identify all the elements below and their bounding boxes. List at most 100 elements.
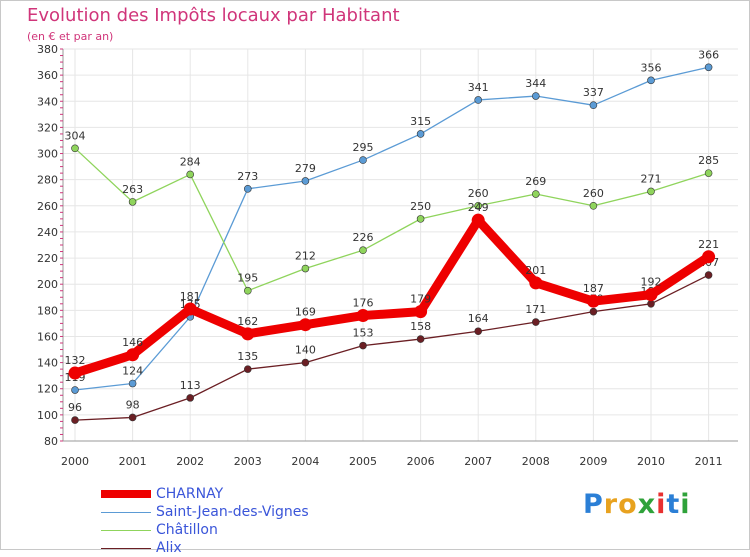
data-label: 284 [180,155,201,168]
x-tick-label: 2003 [234,455,262,468]
data-point [128,413,137,422]
data-point [704,169,713,177]
x-tick-label: 2004 [291,455,319,468]
data-label: 124 [122,365,143,378]
legend-swatch [101,529,151,531]
data-label: 187 [583,282,604,295]
series-line-alix [74,274,710,421]
x-tick-label: 2002 [176,455,204,468]
y-tick-label: 280 [37,174,58,187]
data-point [474,327,483,336]
y-tick-label: 260 [37,200,58,213]
x-tick-label: 2005 [349,455,377,468]
data-point [647,76,655,85]
data-label: 158 [410,320,431,333]
data-label: 269 [525,175,546,188]
data-label: 356 [641,61,662,74]
x-tick-label: 2009 [579,455,607,468]
data-point [183,302,197,316]
y-tick-label: 340 [37,95,58,108]
data-point [704,271,713,279]
y-tick-label: 220 [37,252,58,265]
data-point [647,187,655,196]
data-label: 162 [237,315,258,328]
logo-letter: o [618,489,638,520]
data-point [71,386,79,394]
data-point [416,335,425,343]
y-tick-label: 160 [37,330,58,343]
x-tick-label: 2007 [464,455,492,468]
data-label: 271 [641,172,662,185]
data-label: 260 [468,187,489,200]
x-tick-label: 2000 [61,455,89,468]
legend-label: Alix [156,540,182,556]
data-point [474,96,483,104]
data-label: 221 [698,238,719,251]
x-tick-label: 2008 [522,455,550,468]
y-tick-label: 380 [37,43,58,56]
data-point [71,144,79,153]
data-label: 201 [525,264,546,277]
data-label: 140 [295,344,316,357]
data-point [531,318,540,326]
data-point [471,213,485,227]
data-point [589,307,598,316]
data-point [128,198,137,206]
data-label: 263 [122,183,143,196]
y-tick-label: 80 [44,435,58,448]
data-point [128,379,137,388]
data-label: 285 [698,154,719,167]
x-tick-label: 2006 [407,455,435,468]
data-label: 171 [525,303,546,316]
proxiti-logo: Proxiti [583,489,691,520]
legend-label: CHARNAY [156,486,224,502]
data-point [586,294,600,308]
data-label: 341 [468,81,489,94]
data-label: 164 [468,312,489,325]
data-point [704,63,713,72]
y-tick-label: 180 [37,304,58,317]
data-label: 181 [180,290,201,303]
logo-letter: i [680,489,691,520]
data-point [298,318,312,332]
data-point [416,130,425,138]
y-tick-label: 200 [37,278,58,291]
data-point [186,170,194,179]
data-label: 295 [353,141,374,154]
data-label: 273 [237,170,258,183]
y-tick-label: 120 [37,383,58,396]
chart-title: Evolution des Impôts locaux par Habitant [27,5,400,26]
data-label: 249 [468,201,489,214]
data-label: 315 [410,115,431,128]
chart-subtitle: (en € et par an) [27,30,114,43]
data-label: 146 [122,336,143,349]
x-tick-label: 2010 [637,455,665,468]
y-tick-label: 360 [37,69,58,82]
legend-label: Châtillon [156,522,218,538]
data-point [359,246,367,255]
line-chart: 80 100 120 140 160 180 200 220 240 260 280 300 320 34… [37,43,738,468]
data-point [241,327,255,341]
data-point [414,305,428,319]
x-tick-label: 2011 [695,455,723,468]
data-point [647,299,655,308]
y-tick-label: 300 [37,148,58,161]
data-point [244,185,252,193]
data-label: 226 [353,231,374,244]
y-tick-label: 140 [37,357,58,370]
data-label: 279 [295,162,316,175]
data-label: 135 [237,350,258,363]
logo-letter: P [583,489,604,520]
y-tick-label: 100 [37,409,58,422]
legend-label: Saint-Jean-des-Vignes [156,504,309,520]
data-point [301,177,310,185]
data-point [356,309,370,323]
data-point [589,101,598,109]
data-label: 96 [68,401,82,414]
data-point [244,365,252,373]
logo-letter: t [666,489,681,520]
series-line-saint-jean-des-vignes [74,66,710,391]
data-point [702,250,716,264]
x-tick-label: 2001 [119,455,147,468]
